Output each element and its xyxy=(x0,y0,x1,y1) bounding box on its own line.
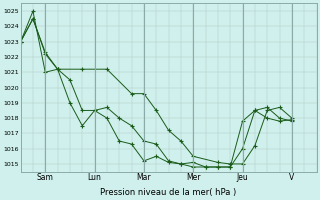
X-axis label: Pression niveau de la mer( hPa ): Pression niveau de la mer( hPa ) xyxy=(100,188,237,197)
